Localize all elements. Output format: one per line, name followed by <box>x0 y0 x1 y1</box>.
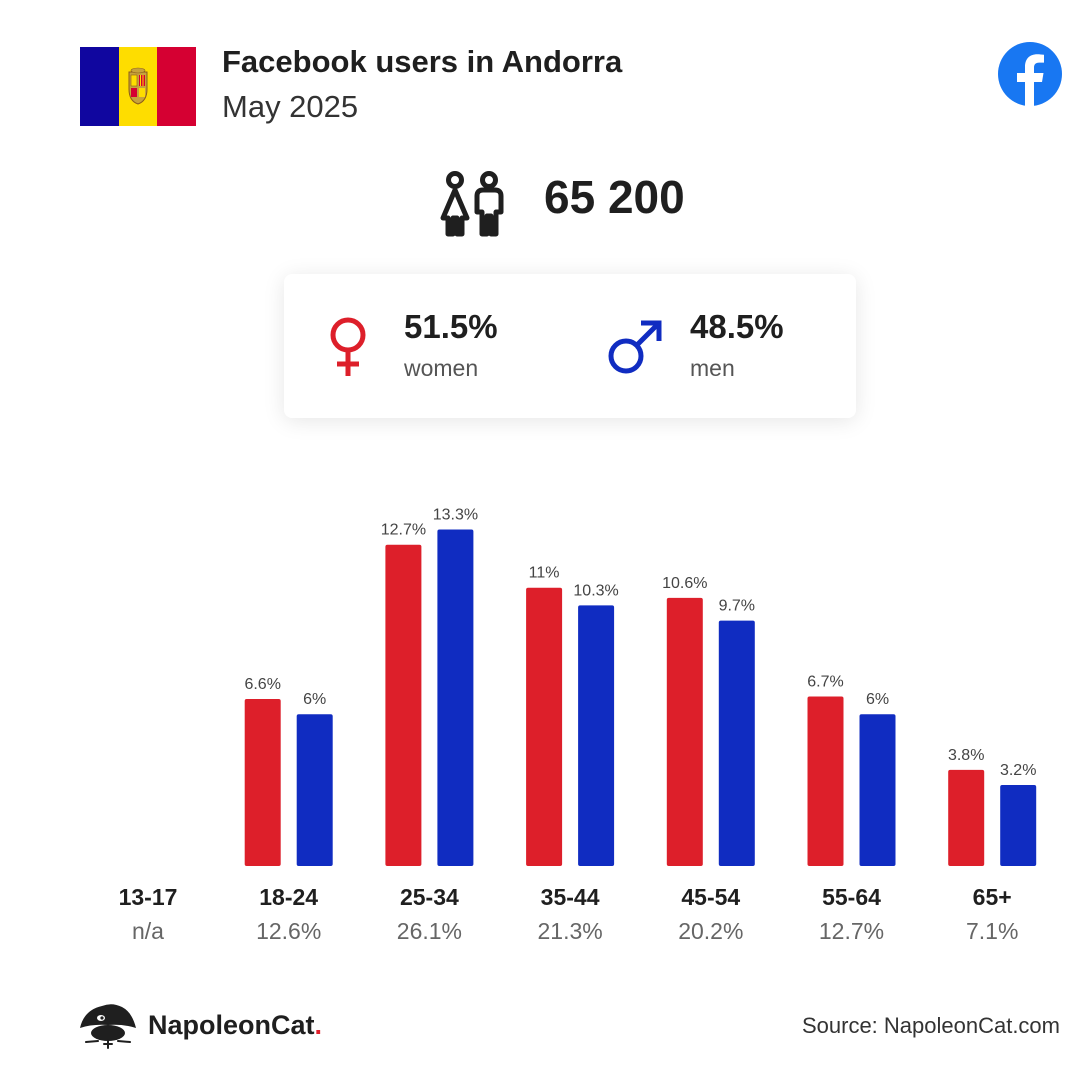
bar-men-25-34 <box>437 529 474 866</box>
category-share: 12.6% <box>256 918 322 944</box>
data-label-women-35-44: 11% <box>529 565 560 582</box>
brand-dot: . <box>314 1010 323 1040</box>
category-share: 21.3% <box>537 918 603 944</box>
category-45-54: 45-54 20.2% <box>641 884 781 945</box>
category-label: 13-17 <box>118 884 178 910</box>
bar-men-55-64 <box>859 714 896 866</box>
bar-women-25-34 <box>385 544 422 866</box>
andorra-flag <box>80 47 197 126</box>
category-share: n/a <box>132 918 164 944</box>
bar-women-45-54 <box>666 597 703 866</box>
data-label-men-18-24: 6% <box>303 691 326 708</box>
male-symbol-icon <box>608 320 662 374</box>
people-icon <box>440 171 504 237</box>
category-13-17: 13-17 n/a <box>78 884 218 945</box>
women-percentage: 51.5% <box>404 308 498 345</box>
category-35-44: 35-44 21.3% <box>500 884 640 945</box>
category-55-64: 55-64 12.7% <box>782 884 922 945</box>
total-users: 65 200 <box>544 171 685 223</box>
coat-of-arms-icon <box>128 67 148 105</box>
data-label-women-65+: 3.8% <box>948 747 984 764</box>
brand-name: NapoleonCat <box>148 1010 315 1040</box>
category-label: 35-44 <box>540 884 600 910</box>
category-18-24: 18-24 12.6% <box>219 884 359 945</box>
data-label-men-45-54: 9.7% <box>719 598 755 615</box>
category-65+: 65+ 7.1% <box>922 884 1062 945</box>
category-label: 45-54 <box>681 884 741 910</box>
bar-women-18-24 <box>244 699 281 866</box>
bar-women-65+ <box>948 769 985 866</box>
bar-men-45-54 <box>718 620 755 866</box>
flag-stripe-blue <box>80 47 119 126</box>
bar-women-55-64 <box>807 696 844 866</box>
flag-stripe-red <box>157 47 197 126</box>
data-label-women-18-24: 6.6% <box>244 676 280 693</box>
page-title: Facebook users in Andorra <box>222 44 623 79</box>
facebook-icon <box>998 42 1062 106</box>
gender-summary-card: 51.5% women 48.5% men <box>284 274 856 418</box>
category-label: 25-34 <box>399 884 459 910</box>
category-25-34: 25-34 26.1% <box>359 884 499 945</box>
category-share: 20.2% <box>678 918 744 944</box>
napoleoncat-logo-icon <box>80 1004 136 1049</box>
category-share: 7.1% <box>965 918 1019 944</box>
category-share: 12.7% <box>818 918 885 944</box>
category-label: 18-24 <box>259 884 319 910</box>
men-percentage: 48.5% <box>690 308 784 345</box>
data-label-men-65+: 3.2% <box>1000 762 1036 779</box>
men-label: men <box>690 355 735 381</box>
source-text: Source: NapoleonCat.com <box>801 1013 1060 1038</box>
data-label-women-25-34: 12.7% <box>381 522 426 539</box>
data-label-men-25-34: 13.3% <box>433 507 478 524</box>
bar-men-18-24 <box>296 714 333 866</box>
category-share: 26.1% <box>396 918 462 944</box>
category-label: 65+ <box>972 884 1012 910</box>
data-label-women-45-54: 10.6% <box>662 575 707 592</box>
age-gender-bar-chart: 6.6% 6% 12.7% 13.3% 11% 10.3% 10.6% 9.7% 6.7% 6% 3… <box>244 507 1037 866</box>
data-label-men-35-44: 10.3% <box>573 582 618 599</box>
female-symbol-icon <box>330 317 366 376</box>
data-label-women-55-64: 6.7% <box>807 673 843 690</box>
category-label: 55-64 <box>822 884 881 910</box>
data-label-men-55-64: 6% <box>866 691 889 708</box>
napoleoncat-brand: NapoleonCat. <box>148 1010 322 1041</box>
bar-men-35-44 <box>578 605 615 866</box>
bar-men-65+ <box>1000 785 1037 866</box>
women-label: women <box>404 355 479 381</box>
page-subtitle: May 2025 <box>222 89 359 124</box>
bar-women-35-44 <box>526 587 563 866</box>
